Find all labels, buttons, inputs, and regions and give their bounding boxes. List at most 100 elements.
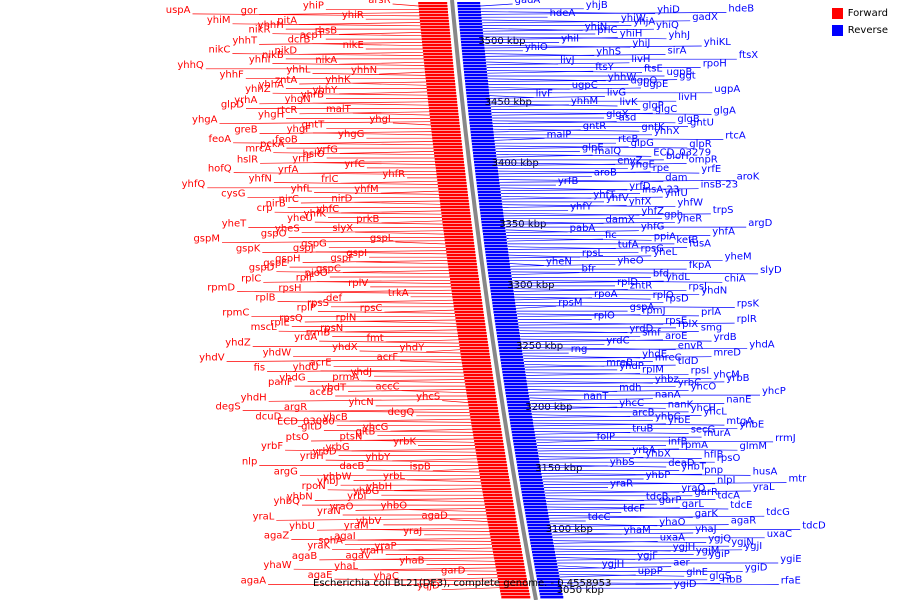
forward-block <box>437 179 467 182</box>
gene-leader-line <box>268 398 468 402</box>
forward-block <box>490 539 520 542</box>
gene-leader-line <box>380 190 439 194</box>
reverse-block <box>506 395 529 398</box>
gene-label: gltD <box>301 421 322 432</box>
gene-label: yhfU <box>665 188 688 199</box>
forward-block <box>494 560 524 563</box>
gene-leader-line <box>360 567 497 571</box>
gene-label: yrfD <box>629 181 651 192</box>
reverse-block <box>468 116 492 119</box>
reverse-block <box>519 479 543 482</box>
forward-block <box>454 311 484 314</box>
gene-leader-line <box>319 340 460 344</box>
forward-block <box>426 89 456 92</box>
gene-leader-line <box>514 297 593 301</box>
forward-block <box>483 497 513 500</box>
reverse-block <box>534 563 558 566</box>
gene-label: yhiJ <box>632 38 650 49</box>
forward-block <box>418 5 448 8</box>
gene-label: rpsI <box>691 366 710 377</box>
gene-label: rtcR <box>277 105 298 116</box>
gene-label: yhdW <box>263 347 292 358</box>
gene-label: yhaL <box>334 561 358 572</box>
gene-label: gadX <box>692 12 718 23</box>
gene-label: yhbY <box>365 452 391 463</box>
forward-block <box>468 404 498 407</box>
forward-block <box>499 584 528 587</box>
forward-block <box>435 167 465 170</box>
scale-tick-label: 3400 kbp <box>492 158 539 169</box>
gene-label: panF <box>268 377 293 388</box>
forward-block <box>428 101 458 104</box>
gene-label: fic <box>605 230 617 241</box>
reverse-block <box>525 512 549 515</box>
reverse-block <box>471 140 495 143</box>
reverse-block <box>527 527 551 530</box>
forward-block <box>442 221 472 224</box>
gene-label: envR <box>678 341 703 352</box>
gene-label: garR <box>694 487 718 498</box>
reverse-block <box>486 263 510 266</box>
gene-leader-line <box>510 263 616 267</box>
gene-label: zntA <box>275 75 298 86</box>
gene-leader-line <box>221 240 446 244</box>
forward-block <box>492 548 522 551</box>
forward-block <box>487 521 517 524</box>
gene-label: agaB <box>292 551 318 562</box>
forward-block <box>446 251 476 254</box>
reverse-block <box>466 95 490 98</box>
reverse-block <box>507 404 531 407</box>
reverse-block <box>497 341 521 344</box>
gene-label: rplE <box>270 318 290 329</box>
gene-label: yhiW <box>621 13 646 24</box>
gene-label: yhbG <box>353 486 379 497</box>
reverse-block <box>470 131 494 134</box>
gene-leader-line <box>341 210 442 214</box>
reverse-block <box>529 539 553 542</box>
gene-leader-line <box>301 230 444 234</box>
gene-label: aroB <box>594 168 617 179</box>
gene-leader-line <box>511 271 759 275</box>
gene-label: nirB <box>266 199 286 210</box>
gene-label: yhfA <box>712 227 735 238</box>
gene-leader-line <box>276 517 488 521</box>
gene-leader-line <box>528 389 689 393</box>
gene-leader-line <box>267 369 464 372</box>
reverse-block <box>515 452 539 455</box>
gene-label: yhiKL <box>704 37 732 48</box>
forward-block <box>448 266 478 269</box>
reverse-block <box>458 14 482 17</box>
forward-block <box>477 461 507 464</box>
forward-block <box>431 134 461 137</box>
forward-block <box>439 197 469 200</box>
gene-label: dacB <box>340 461 365 472</box>
gene-leader-line <box>481 12 727 15</box>
gene-label: acrE <box>310 357 332 368</box>
gene-label: nikC <box>209 45 231 56</box>
forward-block <box>458 338 488 341</box>
gene-label: truB <box>632 423 653 434</box>
reverse-block <box>503 377 527 380</box>
gene-label: yhfX <box>629 197 652 208</box>
forward-block <box>484 500 514 503</box>
gene-label: yqjD <box>417 581 440 592</box>
gene-label: rpsE <box>665 315 687 326</box>
gene-label: gph <box>664 210 683 221</box>
gene-leader-line <box>561 583 721 586</box>
gene-label: garP <box>659 495 682 506</box>
gene-label: yhbO <box>381 501 408 512</box>
gene-leader-line <box>312 73 426 76</box>
reverse-block <box>540 596 564 599</box>
gene-label: zntR <box>630 281 653 292</box>
reverse-block <box>485 254 509 257</box>
reverse-block <box>467 101 491 104</box>
gene-leader-line <box>307 379 465 382</box>
scale-tick-label: 3450 kbp <box>485 97 532 108</box>
gene-leader-line <box>390 428 473 432</box>
gene-leader-line <box>285 449 477 453</box>
reverse-block <box>499 353 523 356</box>
reverse-block <box>466 92 490 95</box>
forward-block <box>433 146 463 149</box>
gene-leader-line <box>368 499 485 503</box>
